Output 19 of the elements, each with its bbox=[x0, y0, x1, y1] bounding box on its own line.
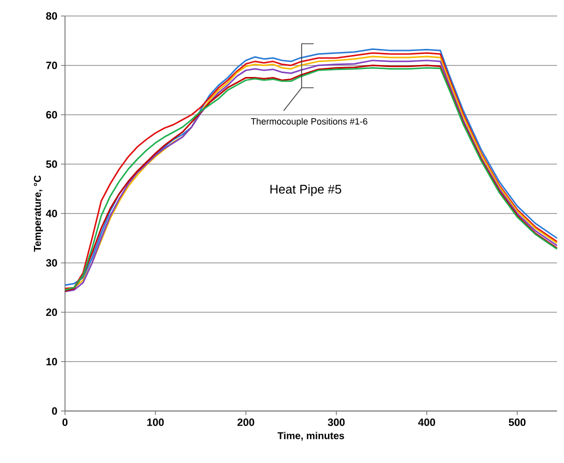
y-tick-label: 50 bbox=[46, 160, 58, 168]
x-tick-label: 100 bbox=[147, 418, 164, 426]
y-tick-label: 20 bbox=[46, 308, 58, 316]
annotation: Heat Pipe #5 bbox=[270, 184, 342, 196]
y-tick-label: 60 bbox=[46, 111, 58, 118]
y-tick-label: 70 bbox=[46, 62, 58, 70]
x-tick-label: 200 bbox=[237, 418, 254, 426]
annotation: Thermocouple Positions #1-6 bbox=[250, 118, 368, 126]
x-axis-title: Time, minutes bbox=[278, 432, 344, 441]
y-tick-label: 0 bbox=[52, 407, 58, 415]
y-tick-label: 40 bbox=[46, 210, 58, 218]
y-tick-label: 10 bbox=[46, 358, 58, 366]
y-axis-title: Temperature, °C bbox=[34, 175, 43, 252]
x-tick-label: 300 bbox=[328, 418, 345, 426]
y-tick-label: 30 bbox=[46, 259, 58, 267]
x-tick-label: 400 bbox=[418, 418, 436, 426]
x-tick-label: 500 bbox=[508, 418, 526, 426]
x-tick-label: 0 bbox=[62, 418, 68, 426]
y-tick-label: 80 bbox=[46, 12, 58, 20]
